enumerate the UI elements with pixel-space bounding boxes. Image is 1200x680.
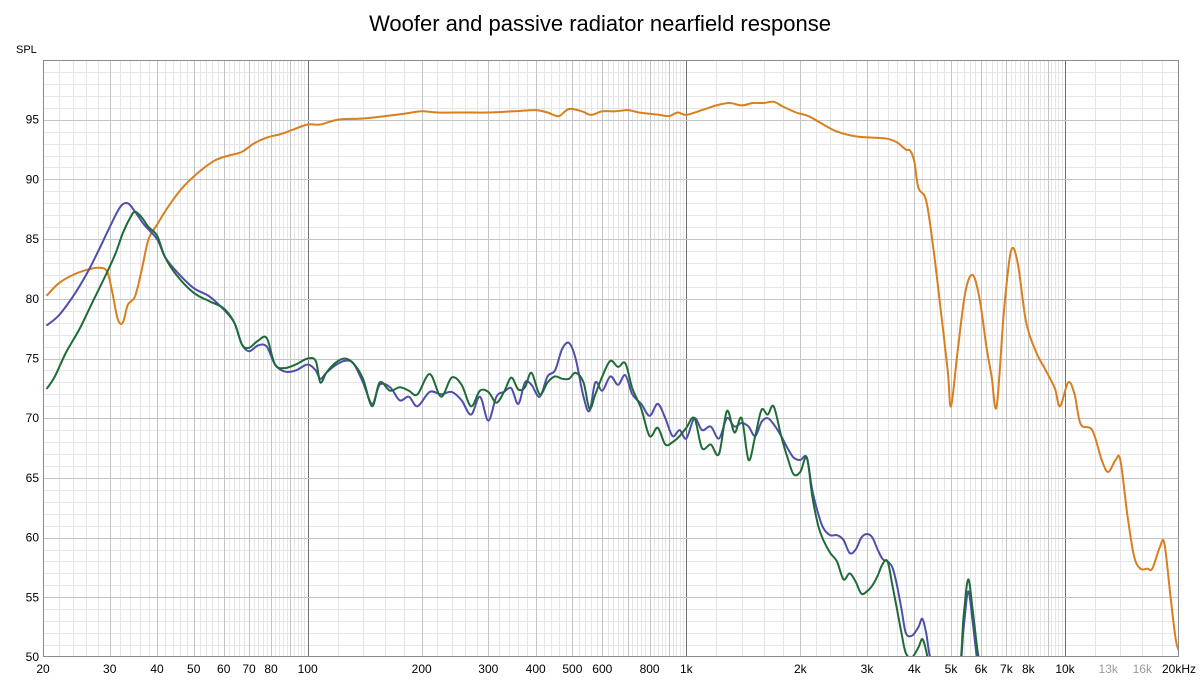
x-tick-label: 5k (945, 662, 959, 676)
chart-title: Woofer and passive radiator nearfield re… (369, 11, 831, 36)
x-tick-label: 50 (187, 662, 201, 676)
x-tick-label: 600 (592, 662, 612, 676)
x-tick-label: 80 (264, 662, 278, 676)
series-group (46, 100, 1179, 657)
x-tick-label: 800 (640, 662, 660, 676)
x-tick-label: 20kHz (1162, 662, 1196, 676)
x-tick-label: 6k (975, 662, 989, 676)
x-axis-tick-labels: 20 30 40 50 60 70 80 100 200 300 400 500 600 800 1k 2k 3… (36, 662, 1196, 676)
x-tick-label: 8k (1022, 662, 1036, 676)
y-tick-label: 65 (26, 471, 40, 485)
x-tick-label: 20 (36, 662, 50, 676)
plot-border (43, 60, 1179, 657)
series-line-1 (46, 100, 1179, 652)
y-tick-label: 70 (26, 411, 40, 425)
y-tick-label: 80 (26, 292, 40, 306)
series-line-3 (46, 210, 980, 657)
grid (43, 60, 1179, 657)
x-tick-label: 60 (217, 662, 231, 676)
x-tick-label: 200 (412, 662, 432, 676)
x-tick-label: 500 (562, 662, 582, 676)
y-tick-label: 50 (26, 650, 40, 664)
y-tick-label: 95 (26, 113, 40, 127)
x-tick-label: 100 (298, 662, 318, 676)
series-line-2 (46, 201, 978, 657)
y-tick-label: 60 (26, 531, 40, 545)
y-axis-label: SPL (16, 44, 37, 56)
x-tick-label: 2k (794, 662, 808, 676)
y-tick-label: 90 (26, 172, 40, 186)
x-tick-label: 13k (1099, 662, 1119, 676)
x-tick-label: 40 (150, 662, 164, 676)
x-tick-label: 400 (526, 662, 546, 676)
x-tick-label: 3k (861, 662, 875, 676)
x-tick-label: 10k (1055, 662, 1075, 676)
y-tick-label: 85 (26, 232, 40, 246)
x-tick-label: 300 (478, 662, 498, 676)
x-tick-label: 7k (1000, 662, 1014, 676)
y-tick-label: 55 (26, 590, 40, 604)
x-tick-label: 30 (103, 662, 117, 676)
x-tick-label: 4k (908, 662, 922, 676)
y-tick-label: 75 (26, 352, 40, 366)
x-tick-label: 1k (680, 662, 694, 676)
y-axis-tick-labels: 50 55 60 65 70 75 80 85 90 95 (26, 113, 40, 664)
x-tick-label: 70 (242, 662, 256, 676)
x-tick-label: 16k (1133, 662, 1153, 676)
